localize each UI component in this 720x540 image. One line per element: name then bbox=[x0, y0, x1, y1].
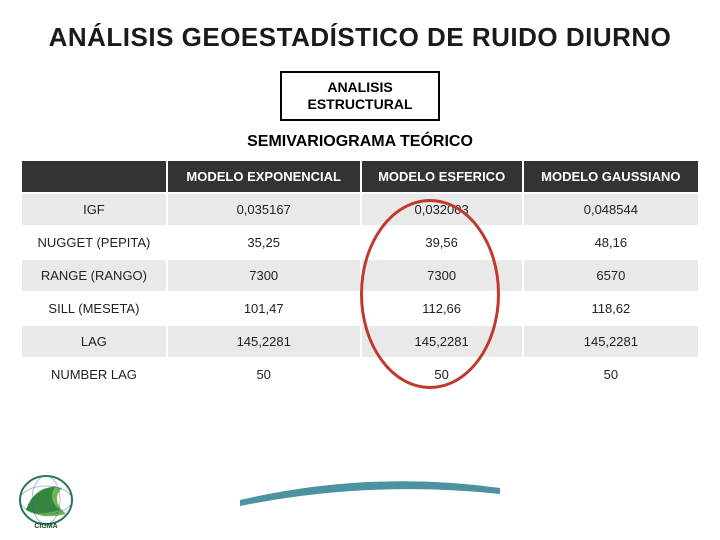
decorative-swoosh bbox=[240, 470, 500, 510]
cell: 35,25 bbox=[167, 226, 361, 259]
table-row: RANGE (RANGO)730073006570 bbox=[21, 259, 699, 292]
cell: 0,032003 bbox=[361, 193, 523, 226]
row-label: SILL (MESETA) bbox=[21, 292, 167, 325]
col-exponencial: MODELO EXPONENCIAL bbox=[167, 160, 361, 194]
cell: 50 bbox=[523, 358, 699, 391]
cell: 145,2281 bbox=[167, 325, 361, 358]
col-blank bbox=[21, 160, 167, 194]
cigma-logo: CIGMA bbox=[12, 470, 90, 530]
cell: 0,048544 bbox=[523, 193, 699, 226]
row-label: IGF bbox=[21, 193, 167, 226]
analysis-box-line2: ESTRUCTURAL bbox=[308, 96, 413, 112]
table-container: MODELO EXPONENCIAL MODELO ESFERICO MODEL… bbox=[20, 159, 700, 393]
cell: 145,2281 bbox=[361, 325, 523, 358]
cell: 6570 bbox=[523, 259, 699, 292]
svg-text:CIGMA: CIGMA bbox=[34, 523, 57, 530]
col-esferico: MODELO ESFERICO bbox=[361, 160, 523, 194]
row-label: NUGGET (PEPITA) bbox=[21, 226, 167, 259]
analysis-structural-box: ANALISIS ESTRUCTURAL bbox=[280, 71, 440, 121]
table-body: IGF0,0351670,0320030,048544NUGGET (PEPIT… bbox=[21, 193, 699, 391]
cell: 101,47 bbox=[167, 292, 361, 325]
table-row: NUGGET (PEPITA)35,2539,5648,16 bbox=[21, 226, 699, 259]
row-label: RANGE (RANGO) bbox=[21, 259, 167, 292]
cell: 50 bbox=[167, 358, 361, 391]
row-label: NUMBER LAG bbox=[21, 358, 167, 391]
variogram-table: MODELO EXPONENCIAL MODELO ESFERICO MODEL… bbox=[20, 159, 700, 393]
cell: 0,035167 bbox=[167, 193, 361, 226]
cell: 7300 bbox=[167, 259, 361, 292]
table-row: SILL (MESETA)101,47112,66118,62 bbox=[21, 292, 699, 325]
page-title: ANÁLISIS GEOESTADÍSTICO DE RUIDO DIURNO bbox=[0, 0, 720, 63]
cell: 39,56 bbox=[361, 226, 523, 259]
col-gaussiano: MODELO GAUSSIANO bbox=[523, 160, 699, 194]
cell: 112,66 bbox=[361, 292, 523, 325]
row-label: LAG bbox=[21, 325, 167, 358]
cell: 7300 bbox=[361, 259, 523, 292]
cell: 118,62 bbox=[523, 292, 699, 325]
table-row: LAG145,2281145,2281145,2281 bbox=[21, 325, 699, 358]
analysis-box-line1: ANALISIS bbox=[327, 79, 392, 95]
cell: 145,2281 bbox=[523, 325, 699, 358]
cell: 50 bbox=[361, 358, 523, 391]
table-row: IGF0,0351670,0320030,048544 bbox=[21, 193, 699, 226]
cell: 48,16 bbox=[523, 226, 699, 259]
table-header-row: MODELO EXPONENCIAL MODELO ESFERICO MODEL… bbox=[21, 160, 699, 194]
table-row: NUMBER LAG505050 bbox=[21, 358, 699, 391]
subheader: SEMIVARIOGRAMA TEÓRICO bbox=[0, 133, 720, 151]
